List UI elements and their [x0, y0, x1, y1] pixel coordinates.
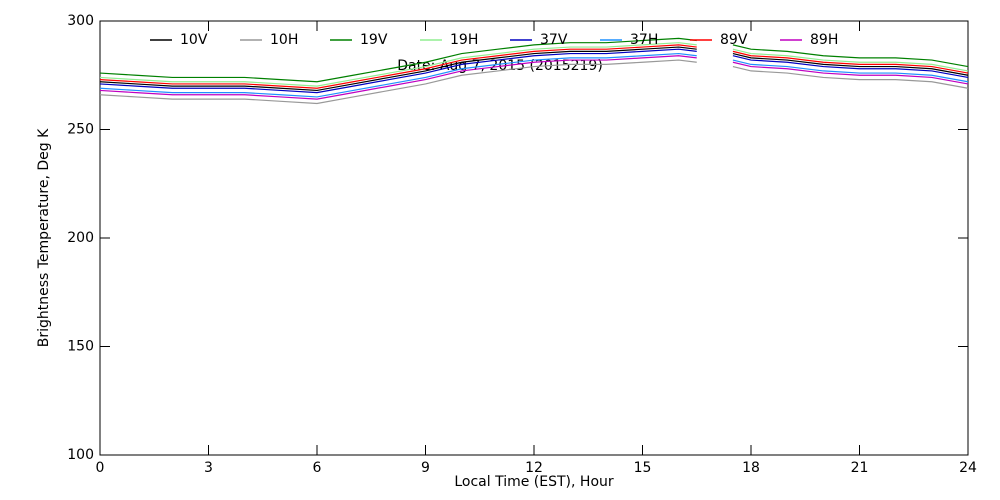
series-line — [99, 59, 969, 105]
x-tick-label: 12 — [525, 460, 543, 476]
y-tick-label: 100 — [67, 447, 94, 463]
y-axis-label: Brightness Temperature, Deg K — [36, 128, 52, 347]
y-tick-label: 200 — [67, 230, 94, 246]
x-tick-label: 0 — [96, 460, 105, 476]
series-line — [99, 46, 969, 92]
legend-label: 37H — [630, 32, 658, 48]
series-line — [99, 37, 969, 83]
series-line — [99, 52, 969, 98]
legend-label: 37V — [540, 32, 568, 48]
y-tick-label: 300 — [67, 13, 94, 29]
legend-label: 89H — [810, 32, 838, 48]
legend-label: 19H — [450, 32, 478, 48]
x-tick-label: 3 — [204, 460, 213, 476]
legend-label: 19V — [360, 32, 388, 48]
series-line — [99, 44, 969, 89]
x-tick-label: 15 — [634, 460, 652, 476]
series-line — [99, 48, 969, 94]
series-line — [99, 55, 969, 100]
legend-label: 89V — [720, 32, 748, 48]
legend-label: 10V — [180, 32, 208, 48]
x-tick-label: 9 — [421, 460, 430, 476]
x-tick-label: 18 — [742, 460, 760, 476]
x-axis-label: Local Time (EST), Hour — [454, 474, 614, 490]
legend-label: 10H — [270, 32, 298, 48]
x-tick-label: 24 — [959, 460, 977, 476]
y-tick-label: 150 — [67, 339, 94, 355]
x-tick-label: 21 — [851, 460, 869, 476]
series-line — [99, 42, 969, 87]
x-tick-label: 6 — [313, 460, 322, 476]
y-tick-label: 250 — [67, 122, 94, 138]
